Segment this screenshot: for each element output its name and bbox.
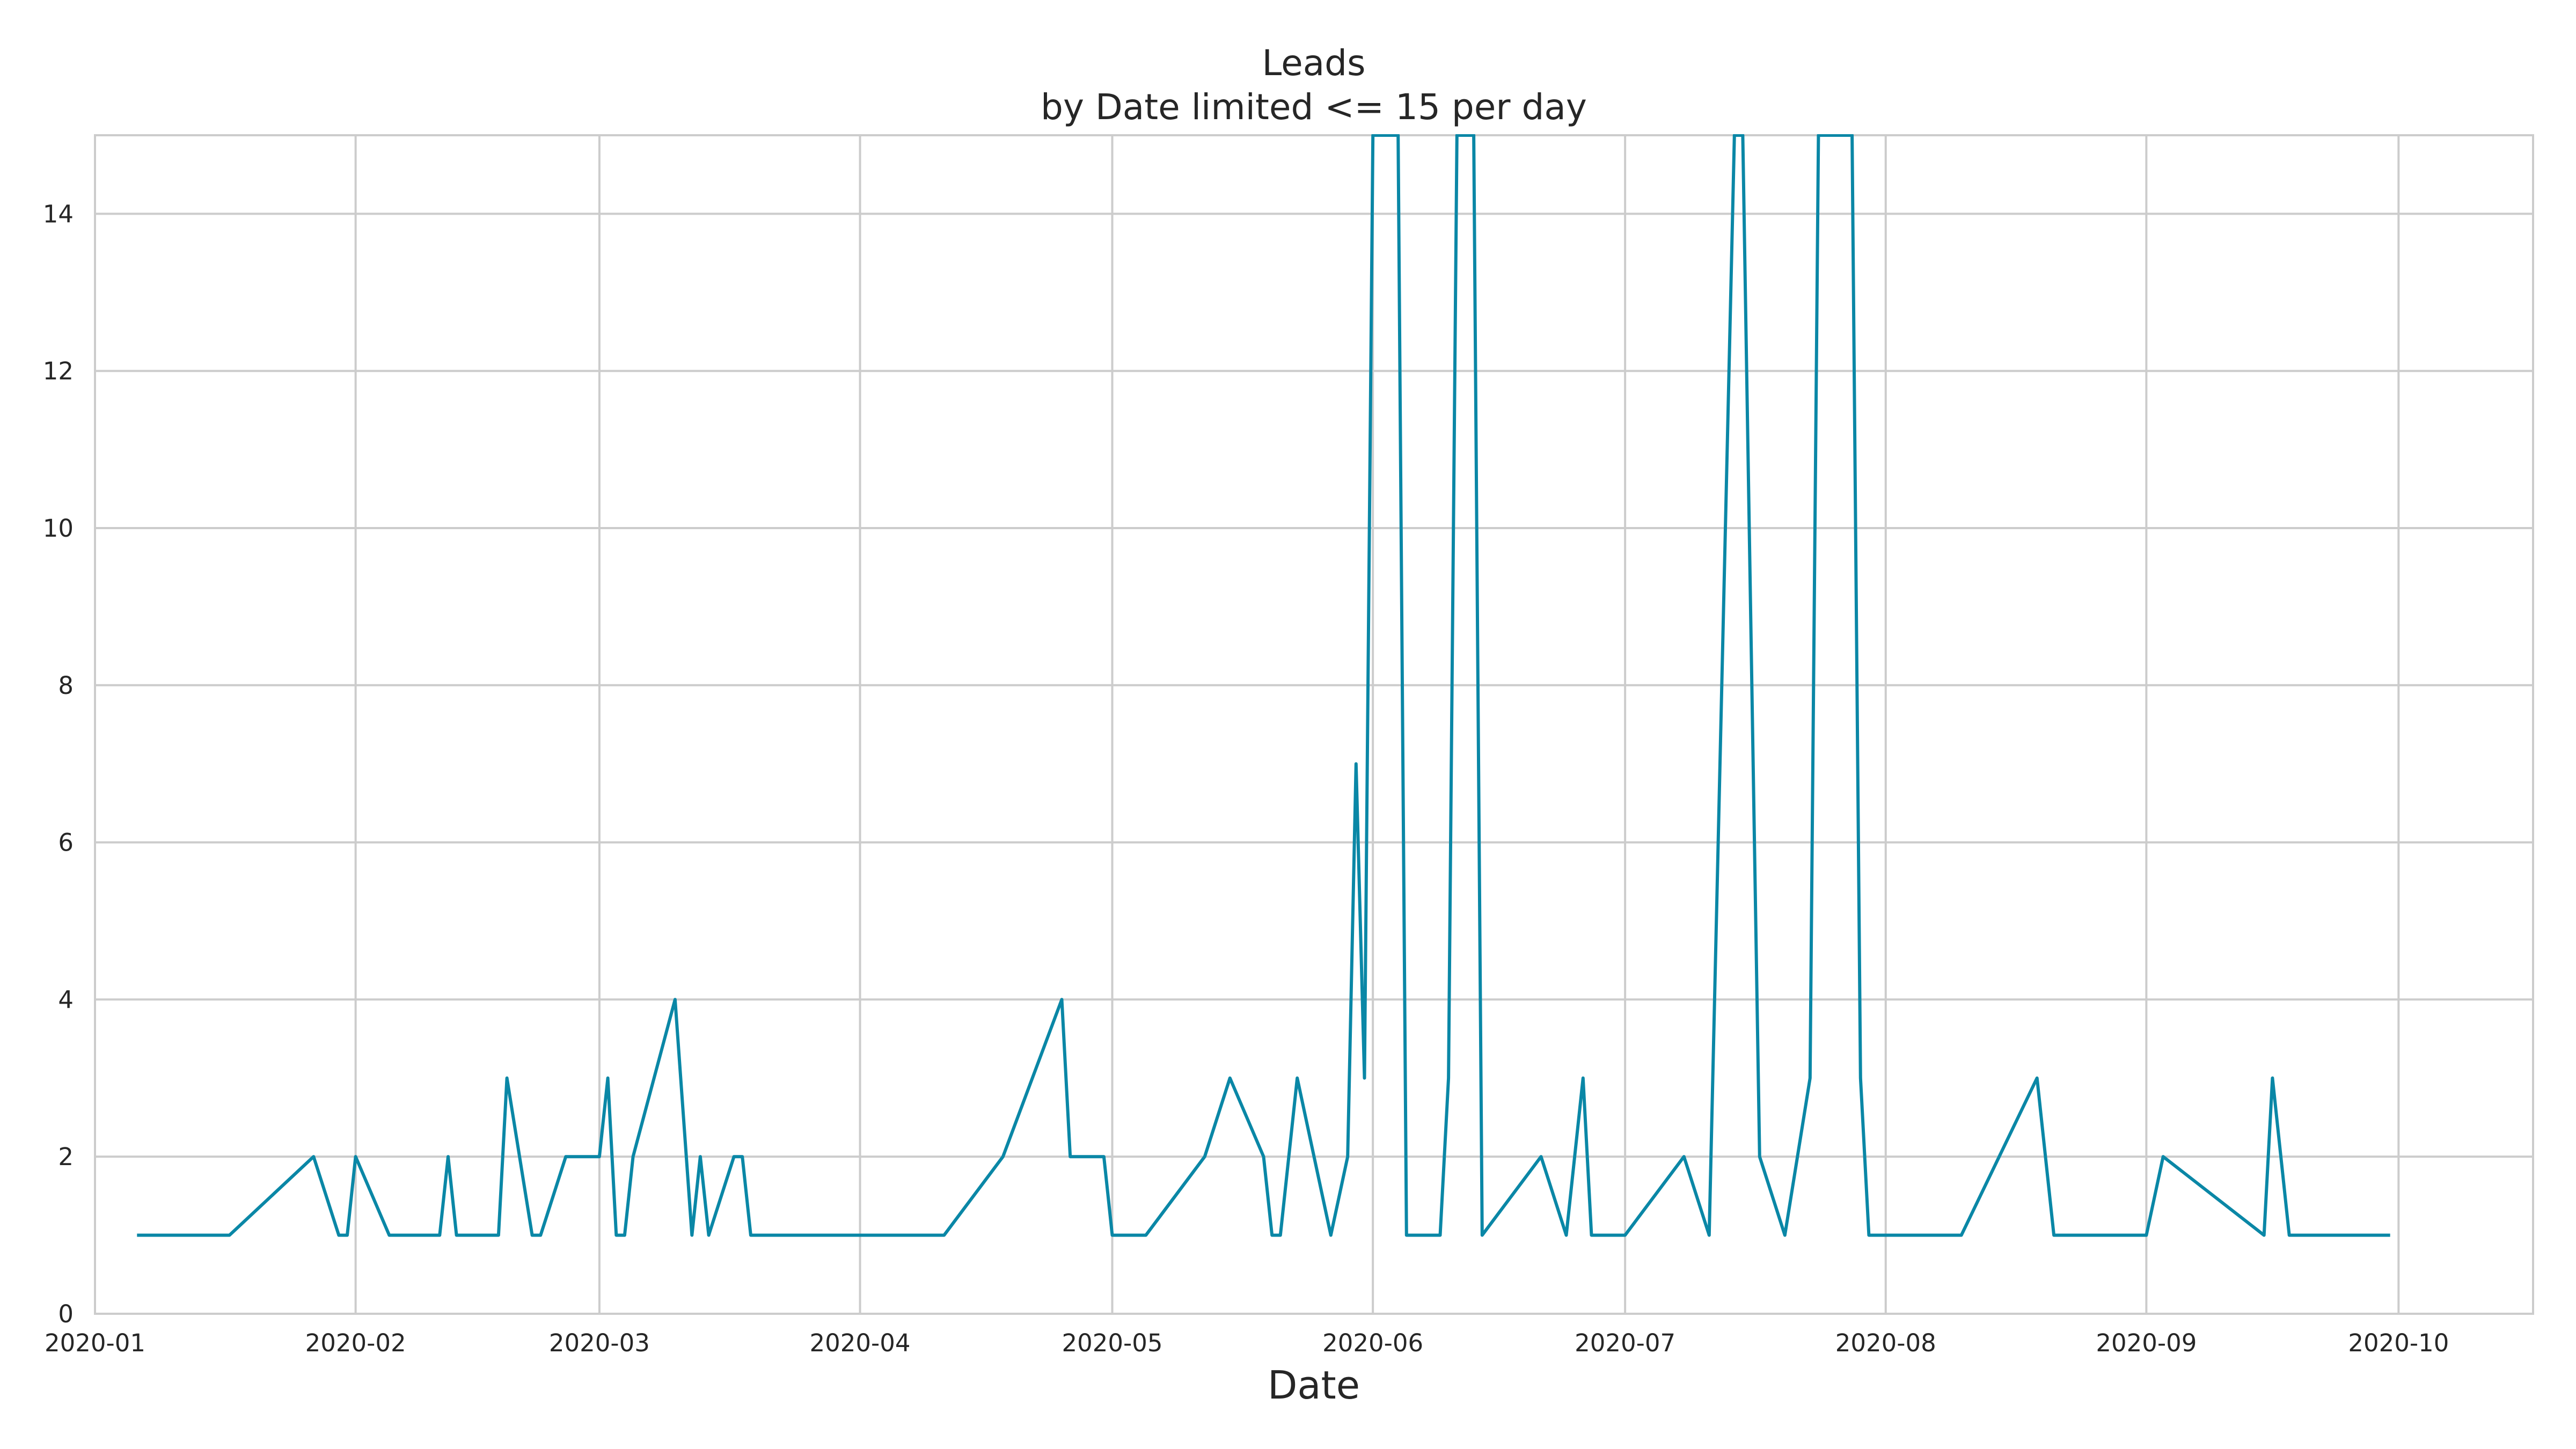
x-tick-label: 2020-09 [2096,1329,2197,1357]
y-gridlines [95,213,2533,1315]
x-tick-label: 2020-05 [1062,1329,1163,1357]
y-tick-label: 6 [58,829,74,857]
x-axis-label: Date [1268,1363,1360,1408]
x-tick-labels: 2020-01 2020-02 2020-03 2020-04 2020-05 2020-… [45,1329,2449,1357]
x-tick-label: 2020-07 [1575,1329,1675,1357]
y-tick-label: 8 [58,671,74,700]
x-tick-label: 2020-01 [45,1329,145,1357]
chart-subtitle: by Date limited <= 15 per day [1041,86,1587,128]
x-tick-label: 2020-02 [305,1329,406,1357]
y-tick-label: 14 [43,200,74,228]
y-tick-label: 4 [58,985,74,1014]
y-tick-label: 0 [58,1300,74,1328]
x-gridlines [94,135,2400,1314]
plot-frame [94,134,2534,1315]
x-tick-label: 2020-06 [1322,1329,1423,1357]
x-tick-label: 2020-08 [1835,1329,1936,1357]
x-tick-label: 2020-04 [810,1329,911,1357]
y-tick-label: 2 [58,1143,74,1171]
y-tick-label: 10 [43,514,74,543]
x-tick-label: 2020-10 [2348,1329,2449,1357]
chart-title: Leads [1262,42,1366,84]
y-tick-label: 12 [43,357,74,385]
x-tick-label: 2020-03 [549,1329,650,1357]
y-tick-labels: 0 2 4 6 8 10 12 14 [43,200,74,1328]
leads-series-line [137,134,2390,1237]
